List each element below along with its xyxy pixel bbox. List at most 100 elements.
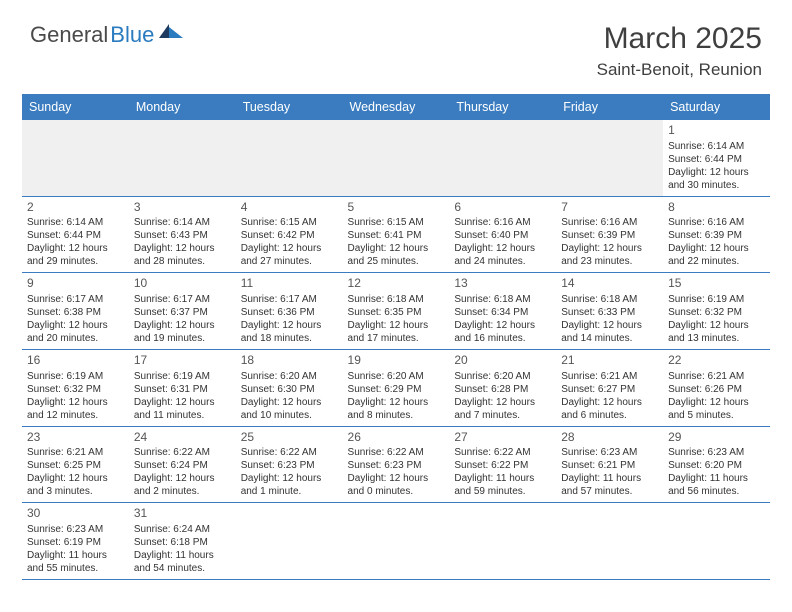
day-info: Daylight: 12 hours and 29 minutes. xyxy=(27,242,124,268)
day-cell: 28Sunrise: 6:23 AMSunset: 6:21 PMDayligh… xyxy=(556,427,663,503)
day-number: 5 xyxy=(348,200,445,216)
day-info: Sunset: 6:39 PM xyxy=(668,229,765,242)
day-info: Daylight: 12 hours and 17 minutes. xyxy=(348,319,445,345)
day-number: 13 xyxy=(454,276,551,292)
day-cell: 26Sunrise: 6:22 AMSunset: 6:23 PMDayligh… xyxy=(343,427,450,503)
day-info: Daylight: 12 hours and 12 minutes. xyxy=(27,396,124,422)
day-info: Sunset: 6:41 PM xyxy=(348,229,445,242)
day-info: Sunset: 6:24 PM xyxy=(134,459,231,472)
day-cell: 14Sunrise: 6:18 AMSunset: 6:33 PMDayligh… xyxy=(556,273,663,349)
calendar-row: 2Sunrise: 6:14 AMSunset: 6:44 PMDaylight… xyxy=(22,197,770,274)
day-info: Sunrise: 6:20 AM xyxy=(348,370,445,383)
day-info: Sunrise: 6:23 AM xyxy=(27,523,124,536)
day-info: Sunset: 6:44 PM xyxy=(668,153,765,166)
day-info: Sunset: 6:44 PM xyxy=(27,229,124,242)
day-info: Daylight: 12 hours and 24 minutes. xyxy=(454,242,551,268)
day-info: Sunset: 6:40 PM xyxy=(454,229,551,242)
day-info: Sunset: 6:27 PM xyxy=(561,383,658,396)
day-info: Sunset: 6:26 PM xyxy=(668,383,765,396)
day-info: Daylight: 11 hours and 59 minutes. xyxy=(454,472,551,498)
day-info: Sunset: 6:32 PM xyxy=(668,306,765,319)
day-info: Daylight: 11 hours and 56 minutes. xyxy=(668,472,765,498)
flag-icon xyxy=(159,24,185,47)
day-info: Sunset: 6:42 PM xyxy=(241,229,338,242)
title-block: March 2025 Saint-Benoit, Reunion xyxy=(597,22,762,80)
day-number: 8 xyxy=(668,200,765,216)
day-number: 26 xyxy=(348,430,445,446)
day-info: Sunrise: 6:22 AM xyxy=(348,446,445,459)
day-number: 12 xyxy=(348,276,445,292)
day-info: Daylight: 12 hours and 18 minutes. xyxy=(241,319,338,345)
day-info: Daylight: 12 hours and 6 minutes. xyxy=(561,396,658,422)
day-info: Daylight: 12 hours and 0 minutes. xyxy=(348,472,445,498)
day-number: 17 xyxy=(134,353,231,369)
day-number: 1 xyxy=(668,123,765,139)
day-info: Daylight: 11 hours and 54 minutes. xyxy=(134,549,231,575)
day-info: Daylight: 12 hours and 19 minutes. xyxy=(134,319,231,345)
location: Saint-Benoit, Reunion xyxy=(597,60,762,80)
day-info: Daylight: 12 hours and 10 minutes. xyxy=(241,396,338,422)
day-info: Sunrise: 6:16 AM xyxy=(668,216,765,229)
day-info: Sunrise: 6:18 AM xyxy=(561,293,658,306)
day-cell: 3Sunrise: 6:14 AMSunset: 6:43 PMDaylight… xyxy=(129,197,236,273)
day-info: Sunrise: 6:20 AM xyxy=(454,370,551,383)
day-info: Daylight: 12 hours and 8 minutes. xyxy=(348,396,445,422)
day-number: 18 xyxy=(241,353,338,369)
calendar-row: 30Sunrise: 6:23 AMSunset: 6:19 PMDayligh… xyxy=(22,503,770,580)
day-info: Sunrise: 6:19 AM xyxy=(27,370,124,383)
day-info: Sunset: 6:38 PM xyxy=(27,306,124,319)
weekday-header: Sunday xyxy=(22,94,129,120)
day-info: Sunrise: 6:24 AM xyxy=(134,523,231,536)
weekday-header: Friday xyxy=(556,94,663,120)
calendar: SundayMondayTuesdayWednesdayThursdayFrid… xyxy=(22,94,770,580)
day-number: 30 xyxy=(27,506,124,522)
calendar-row: 1Sunrise: 6:14 AMSunset: 6:44 PMDaylight… xyxy=(22,120,770,197)
day-cell: 5Sunrise: 6:15 AMSunset: 6:41 PMDaylight… xyxy=(343,197,450,273)
day-info: Sunrise: 6:17 AM xyxy=(27,293,124,306)
day-info: Sunset: 6:22 PM xyxy=(454,459,551,472)
day-info: Sunrise: 6:22 AM xyxy=(454,446,551,459)
empty-cell xyxy=(236,503,343,579)
day-info: Sunset: 6:34 PM xyxy=(454,306,551,319)
calendar-row: 16Sunrise: 6:19 AMSunset: 6:32 PMDayligh… xyxy=(22,350,770,427)
day-info: Sunset: 6:35 PM xyxy=(348,306,445,319)
day-number: 28 xyxy=(561,430,658,446)
day-info: Daylight: 12 hours and 22 minutes. xyxy=(668,242,765,268)
day-number: 29 xyxy=(668,430,765,446)
day-info: Sunrise: 6:14 AM xyxy=(668,140,765,153)
day-info: Sunset: 6:31 PM xyxy=(134,383,231,396)
day-cell: 18Sunrise: 6:20 AMSunset: 6:30 PMDayligh… xyxy=(236,350,343,426)
empty-cell xyxy=(449,120,556,196)
day-number: 23 xyxy=(27,430,124,446)
logo-text-general: General xyxy=(30,22,108,48)
day-number: 15 xyxy=(668,276,765,292)
day-info: Sunset: 6:29 PM xyxy=(348,383,445,396)
day-cell: 12Sunrise: 6:18 AMSunset: 6:35 PMDayligh… xyxy=(343,273,450,349)
day-info: Daylight: 12 hours and 2 minutes. xyxy=(134,472,231,498)
day-info: Sunrise: 6:14 AM xyxy=(134,216,231,229)
empty-cell xyxy=(556,120,663,196)
day-cell: 24Sunrise: 6:22 AMSunset: 6:24 PMDayligh… xyxy=(129,427,236,503)
day-info: Daylight: 12 hours and 30 minutes. xyxy=(668,166,765,192)
day-info: Daylight: 11 hours and 55 minutes. xyxy=(27,549,124,575)
day-number: 7 xyxy=(561,200,658,216)
day-info: Sunset: 6:20 PM xyxy=(668,459,765,472)
day-cell: 7Sunrise: 6:16 AMSunset: 6:39 PMDaylight… xyxy=(556,197,663,273)
empty-cell xyxy=(343,120,450,196)
day-info: Sunrise: 6:19 AM xyxy=(668,293,765,306)
day-info: Sunset: 6:36 PM xyxy=(241,306,338,319)
day-number: 20 xyxy=(454,353,551,369)
day-cell: 11Sunrise: 6:17 AMSunset: 6:36 PMDayligh… xyxy=(236,273,343,349)
day-number: 11 xyxy=(241,276,338,292)
day-info: Sunrise: 6:20 AM xyxy=(241,370,338,383)
day-info: Daylight: 12 hours and 16 minutes. xyxy=(454,319,551,345)
day-info: Sunset: 6:39 PM xyxy=(561,229,658,242)
day-cell: 27Sunrise: 6:22 AMSunset: 6:22 PMDayligh… xyxy=(449,427,556,503)
day-info: Daylight: 12 hours and 11 minutes. xyxy=(134,396,231,422)
day-info: Sunrise: 6:21 AM xyxy=(27,446,124,459)
weekday-header-row: SundayMondayTuesdayWednesdayThursdayFrid… xyxy=(22,94,770,120)
day-cell: 21Sunrise: 6:21 AMSunset: 6:27 PMDayligh… xyxy=(556,350,663,426)
day-info: Sunrise: 6:19 AM xyxy=(134,370,231,383)
day-info: Sunrise: 6:16 AM xyxy=(454,216,551,229)
day-number: 10 xyxy=(134,276,231,292)
